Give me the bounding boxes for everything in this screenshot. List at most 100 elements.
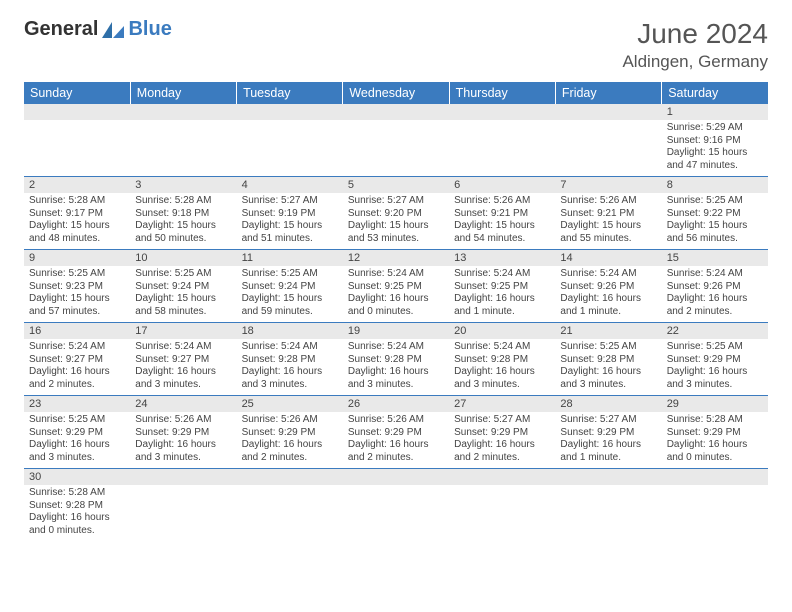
sunset-text: Sunset: 9:19 PM [242,208,338,221]
daylight-text: Daylight: 16 hours and 3 minutes. [29,439,125,464]
day-number [130,469,236,485]
day-number [130,104,236,120]
day-number: 22 [662,323,768,339]
sunset-text: Sunset: 9:21 PM [560,208,656,221]
calendar-day [343,104,449,177]
day-number: 24 [130,396,236,412]
calendar-day: 23Sunrise: 5:25 AMSunset: 9:29 PMDayligh… [24,396,130,469]
daylight-text: Daylight: 16 hours and 0 minutes. [29,512,125,537]
calendar-day [130,104,236,177]
calendar-week: 16Sunrise: 5:24 AMSunset: 9:27 PMDayligh… [24,323,768,396]
day-number [343,104,449,120]
calendar-day: 26Sunrise: 5:26 AMSunset: 9:29 PMDayligh… [343,396,449,469]
calendar-day [237,469,343,542]
calendar-day [24,104,130,177]
daylight-text: Daylight: 16 hours and 2 minutes. [348,439,444,464]
sunrise-text: Sunrise: 5:27 AM [348,195,444,208]
sunrise-text: Sunrise: 5:25 AM [667,195,763,208]
day-number: 30 [24,469,130,485]
daylight-text: Daylight: 16 hours and 2 minutes. [454,439,550,464]
logo-text-general: General [24,18,98,41]
daylight-text: Daylight: 15 hours and 50 minutes. [135,220,231,245]
weekday-header: Tuesday [237,82,343,104]
calendar-day: 18Sunrise: 5:24 AMSunset: 9:28 PMDayligh… [237,323,343,396]
sunset-text: Sunset: 9:26 PM [560,281,656,294]
calendar-day: 7Sunrise: 5:26 AMSunset: 9:21 PMDaylight… [555,177,661,250]
day-details: Sunrise: 5:25 AMSunset: 9:24 PMDaylight:… [130,266,236,322]
calendar-day [555,469,661,542]
day-details: Sunrise: 5:24 AMSunset: 9:28 PMDaylight:… [343,339,449,395]
calendar-day: 29Sunrise: 5:28 AMSunset: 9:29 PMDayligh… [662,396,768,469]
day-details: Sunrise: 5:25 AMSunset: 9:29 PMDaylight:… [24,412,130,468]
sunrise-text: Sunrise: 5:28 AM [29,195,125,208]
sunrise-text: Sunrise: 5:24 AM [29,341,125,354]
daylight-text: Daylight: 15 hours and 55 minutes. [560,220,656,245]
day-number: 4 [237,177,343,193]
day-details: Sunrise: 5:24 AMSunset: 9:25 PMDaylight:… [449,266,555,322]
weekday-row: Sunday Monday Tuesday Wednesday Thursday… [24,82,768,104]
calendar-day: 15Sunrise: 5:24 AMSunset: 9:26 PMDayligh… [662,250,768,323]
calendar-day: 2Sunrise: 5:28 AMSunset: 9:17 PMDaylight… [24,177,130,250]
day-details: Sunrise: 5:25 AMSunset: 9:23 PMDaylight:… [24,266,130,322]
sunset-text: Sunset: 9:25 PM [454,281,550,294]
day-number: 17 [130,323,236,339]
sunrise-text: Sunrise: 5:24 AM [667,268,763,281]
calendar-day: 13Sunrise: 5:24 AMSunset: 9:25 PMDayligh… [449,250,555,323]
sunset-text: Sunset: 9:29 PM [667,427,763,440]
day-details: Sunrise: 5:28 AMSunset: 9:28 PMDaylight:… [24,485,130,541]
logo-text-blue: Blue [128,18,171,41]
calendar-day: 14Sunrise: 5:24 AMSunset: 9:26 PMDayligh… [555,250,661,323]
sunrise-text: Sunrise: 5:25 AM [29,268,125,281]
day-number: 6 [449,177,555,193]
calendar-day: 24Sunrise: 5:26 AMSunset: 9:29 PMDayligh… [130,396,236,469]
weekday-header: Friday [555,82,661,104]
day-details: Sunrise: 5:27 AMSunset: 9:29 PMDaylight:… [555,412,661,468]
day-number: 29 [662,396,768,412]
daylight-text: Daylight: 15 hours and 58 minutes. [135,293,231,318]
day-details: Sunrise: 5:27 AMSunset: 9:20 PMDaylight:… [343,193,449,249]
daylight-text: Daylight: 16 hours and 3 minutes. [135,439,231,464]
day-details: Sunrise: 5:25 AMSunset: 9:29 PMDaylight:… [662,339,768,395]
day-number [555,104,661,120]
day-number: 28 [555,396,661,412]
sunset-text: Sunset: 9:26 PM [667,281,763,294]
sunrise-text: Sunrise: 5:25 AM [29,414,125,427]
weekday-header: Thursday [449,82,555,104]
calendar-day: 3Sunrise: 5:28 AMSunset: 9:18 PMDaylight… [130,177,236,250]
day-details: Sunrise: 5:26 AMSunset: 9:29 PMDaylight:… [130,412,236,468]
sunset-text: Sunset: 9:28 PM [454,354,550,367]
calendar-day: 6Sunrise: 5:26 AMSunset: 9:21 PMDaylight… [449,177,555,250]
sunset-text: Sunset: 9:29 PM [560,427,656,440]
day-details: Sunrise: 5:25 AMSunset: 9:28 PMDaylight:… [555,339,661,395]
day-number: 16 [24,323,130,339]
day-number: 15 [662,250,768,266]
daylight-text: Daylight: 15 hours and 53 minutes. [348,220,444,245]
sunset-text: Sunset: 9:18 PM [135,208,231,221]
weekday-header: Wednesday [343,82,449,104]
calendar-day: 4Sunrise: 5:27 AMSunset: 9:19 PMDaylight… [237,177,343,250]
weekday-header: Saturday [662,82,768,104]
calendar-day: 12Sunrise: 5:24 AMSunset: 9:25 PMDayligh… [343,250,449,323]
sunrise-text: Sunrise: 5:29 AM [667,122,763,135]
sunset-text: Sunset: 9:28 PM [348,354,444,367]
sunrise-text: Sunrise: 5:26 AM [560,195,656,208]
sunrise-text: Sunrise: 5:24 AM [135,341,231,354]
calendar-week: 9Sunrise: 5:25 AMSunset: 9:23 PMDaylight… [24,250,768,323]
sunrise-text: Sunrise: 5:26 AM [135,414,231,427]
sunrise-text: Sunrise: 5:24 AM [242,341,338,354]
day-number: 2 [24,177,130,193]
calendar-week: 2Sunrise: 5:28 AMSunset: 9:17 PMDaylight… [24,177,768,250]
location: Aldingen, Germany [622,52,768,72]
calendar-day: 10Sunrise: 5:25 AMSunset: 9:24 PMDayligh… [130,250,236,323]
day-number: 18 [237,323,343,339]
sunrise-text: Sunrise: 5:25 AM [560,341,656,354]
calendar-week: 1Sunrise: 5:29 AMSunset: 9:16 PMDaylight… [24,104,768,177]
sunset-text: Sunset: 9:28 PM [242,354,338,367]
calendar-day: 25Sunrise: 5:26 AMSunset: 9:29 PMDayligh… [237,396,343,469]
day-number [24,104,130,120]
sunrise-text: Sunrise: 5:24 AM [348,341,444,354]
calendar-day: 11Sunrise: 5:25 AMSunset: 9:24 PMDayligh… [237,250,343,323]
calendar-day [449,104,555,177]
sunrise-text: Sunrise: 5:26 AM [348,414,444,427]
daylight-text: Daylight: 16 hours and 2 minutes. [29,366,125,391]
